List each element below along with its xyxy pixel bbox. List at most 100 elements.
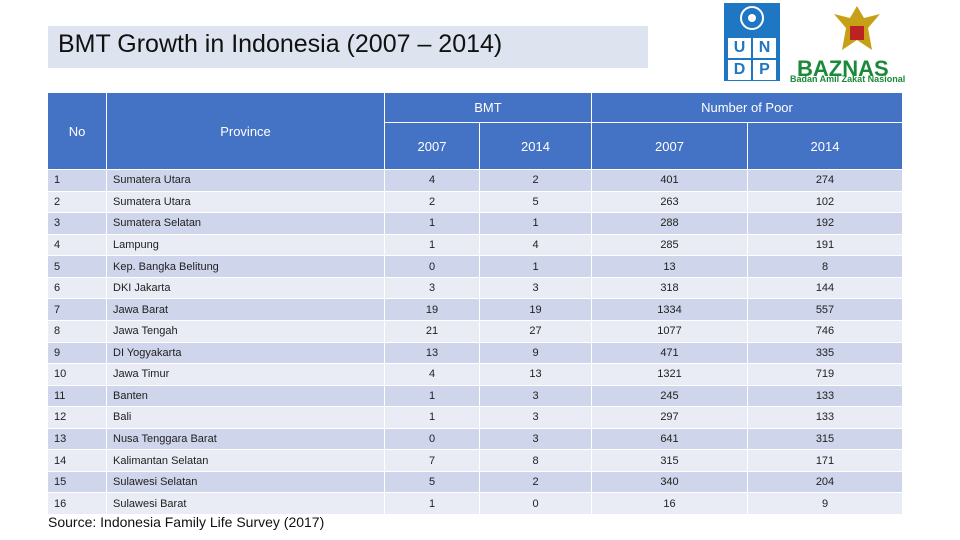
table-cell: 7 [385, 450, 480, 472]
header-cell: 2014 [480, 123, 592, 170]
table-cell: 641 [592, 428, 748, 451]
table-cell: DI Yogyakarta [107, 342, 385, 365]
table-cell: 471 [592, 342, 748, 365]
table-cell: 15 [48, 471, 107, 494]
table-cell: 204 [748, 471, 903, 494]
table-cell: 13 [48, 428, 107, 451]
slide-title: BMT Growth in Indonesia (2007 – 2014) [58, 30, 503, 58]
table-cell: 171 [748, 450, 903, 472]
garuda-emblem [834, 6, 880, 50]
undp-letter: P [753, 60, 776, 80]
table-cell: 1077 [592, 320, 748, 343]
table-cell: 263 [592, 191, 748, 214]
table-cell: 102 [748, 191, 903, 214]
table-cell: 315 [748, 428, 903, 451]
table-cell: 1 [385, 234, 480, 257]
table-cell: 14 [48, 450, 107, 472]
table-cell: 191 [748, 234, 903, 257]
table-cell: 3 [480, 385, 592, 408]
table-cell: Sulawesi Selatan [107, 471, 385, 494]
table-cell: 1 [48, 170, 107, 192]
table-cell: 3 [480, 407, 592, 429]
table-cell: Lampung [107, 234, 385, 257]
table-cell: 2 [480, 170, 592, 192]
table-cell: Banten [107, 385, 385, 408]
table-cell: 2 [385, 191, 480, 214]
table-cell: 4 [385, 170, 480, 192]
undp-letter: D [728, 60, 751, 80]
table-cell: 3 [385, 277, 480, 300]
table-cell: 297 [592, 407, 748, 429]
baznas-name: BAZNAS [797, 56, 889, 81]
table-cell: 4 [48, 234, 107, 257]
table-cell: 1 [385, 213, 480, 235]
table-cell: 192 [748, 213, 903, 235]
table-cell: 8 [48, 320, 107, 343]
table-cell: 746 [748, 320, 903, 343]
header-cell: Number of Poor [592, 93, 903, 123]
un-emblem [740, 6, 764, 30]
table-cell: 133 [748, 407, 903, 429]
undp-letter: N [753, 38, 776, 58]
table-cell: Sumatera Selatan [107, 213, 385, 235]
table-cell: 1 [385, 493, 480, 515]
table-cell: 1 [480, 213, 592, 235]
table-cell: Kep. Bangka Belitung [107, 256, 385, 278]
table-cell: 13 [480, 364, 592, 386]
table-cell: 4 [385, 364, 480, 386]
table-cell: 16 [592, 493, 748, 515]
table-cell: 318 [592, 277, 748, 300]
table-cell: Jawa Timur [107, 364, 385, 386]
table-cell: 8 [748, 256, 903, 278]
table-cell: 12 [48, 407, 107, 429]
table-cell: 3 [480, 277, 592, 300]
table-cell: Jawa Tengah [107, 320, 385, 343]
table-cell: 1 [385, 385, 480, 408]
table-cell: 719 [748, 364, 903, 386]
table-cell: 8 [480, 450, 592, 472]
table-cell: 285 [592, 234, 748, 257]
table-cell: 13 [592, 256, 748, 278]
table-cell: Bali [107, 407, 385, 429]
table-cell: 557 [748, 299, 903, 321]
table-cell: 21 [385, 320, 480, 343]
header-cell: 2007 [592, 123, 748, 170]
table-cell: 315 [592, 450, 748, 472]
header-cell: 2014 [748, 123, 903, 170]
table-cell: 1334 [592, 299, 748, 321]
table-cell: 7 [48, 299, 107, 321]
table-cell: DKI Jakarta [107, 277, 385, 300]
table-cell: 2 [480, 471, 592, 494]
table-cell: Sumatera Utara [107, 170, 385, 192]
table-cell: 9 [48, 342, 107, 365]
table-cell: 245 [592, 385, 748, 408]
table-cell: 0 [385, 428, 480, 451]
table-cell: 274 [748, 170, 903, 192]
table-cell: Sulawesi Barat [107, 493, 385, 515]
table-cell: Sumatera Utara [107, 191, 385, 214]
source-note: Source: Indonesia Family Life Survey (20… [48, 514, 325, 530]
table-cell: 5 [385, 471, 480, 494]
table-cell: Kalimantan Selatan [107, 450, 385, 472]
table-cell: 288 [592, 213, 748, 235]
table-cell: 4 [480, 234, 592, 257]
table-cell: 0 [480, 493, 592, 515]
table-cell: 133 [748, 385, 903, 408]
table-cell: 6 [48, 277, 107, 300]
table-cell: 144 [748, 277, 903, 300]
table-cell: 9 [748, 493, 903, 515]
table-cell: 3 [48, 213, 107, 235]
table-cell: 2 [48, 191, 107, 214]
table-cell: 10 [48, 364, 107, 386]
header-cell: BMT [385, 93, 592, 123]
header-cell: Province [107, 93, 385, 170]
table-cell: 19 [385, 299, 480, 321]
table-cell: 9 [480, 342, 592, 365]
table-cell: 13 [385, 342, 480, 365]
table-cell: 11 [48, 385, 107, 408]
table-cell: 5 [480, 191, 592, 214]
table-cell: 1321 [592, 364, 748, 386]
